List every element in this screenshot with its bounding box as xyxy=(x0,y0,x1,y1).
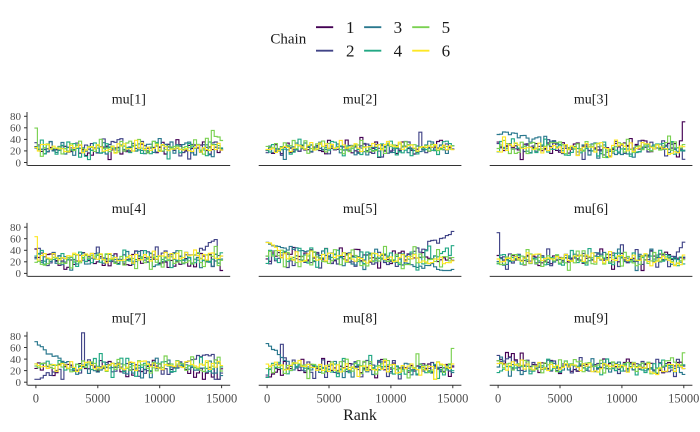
svg-text:60: 60 xyxy=(10,123,22,135)
svg-text:mu[5]: mu[5] xyxy=(343,202,377,217)
svg-text:40: 40 xyxy=(10,134,22,146)
svg-text:2: 2 xyxy=(346,41,355,60)
svg-text:Chain: Chain xyxy=(270,32,306,48)
svg-text:1: 1 xyxy=(346,18,355,37)
svg-text:5000: 5000 xyxy=(317,391,342,405)
svg-text:10000: 10000 xyxy=(606,391,637,405)
svg-text:80: 80 xyxy=(10,111,22,123)
svg-text:20: 20 xyxy=(10,257,22,269)
svg-text:15000: 15000 xyxy=(437,391,468,405)
svg-text:mu[9]: mu[9] xyxy=(574,312,608,327)
svg-text:0: 0 xyxy=(33,391,39,405)
svg-text:0: 0 xyxy=(495,391,501,405)
svg-text:80: 80 xyxy=(10,331,22,343)
svg-text:mu[4]: mu[4] xyxy=(112,202,146,217)
svg-text:3: 3 xyxy=(394,18,403,37)
svg-text:60: 60 xyxy=(10,234,22,246)
svg-text:5000: 5000 xyxy=(548,391,573,405)
svg-text:60: 60 xyxy=(10,342,22,354)
svg-text:0: 0 xyxy=(16,268,22,280)
svg-text:40: 40 xyxy=(10,245,22,257)
svg-text:10000: 10000 xyxy=(144,391,175,405)
svg-text:Rank: Rank xyxy=(343,407,377,424)
svg-text:80: 80 xyxy=(10,222,22,234)
svg-text:mu[3]: mu[3] xyxy=(574,93,608,108)
svg-text:10000: 10000 xyxy=(375,391,406,405)
svg-text:mu[2]: mu[2] xyxy=(343,93,377,108)
svg-text:0: 0 xyxy=(264,391,270,405)
svg-text:mu[6]: mu[6] xyxy=(574,202,608,217)
svg-text:20: 20 xyxy=(10,365,22,377)
svg-text:15000: 15000 xyxy=(668,391,699,405)
svg-text:mu[1]: mu[1] xyxy=(112,93,146,108)
svg-text:6: 6 xyxy=(442,41,451,60)
svg-text:mu[8]: mu[8] xyxy=(343,312,377,327)
svg-text:mu[7]: mu[7] xyxy=(112,312,146,327)
svg-text:4: 4 xyxy=(394,41,403,60)
svg-text:0: 0 xyxy=(16,377,22,389)
svg-text:20: 20 xyxy=(10,146,22,158)
svg-text:5000: 5000 xyxy=(85,391,110,405)
svg-text:15000: 15000 xyxy=(206,391,237,405)
svg-text:0: 0 xyxy=(16,157,22,169)
svg-text:5: 5 xyxy=(442,18,451,37)
svg-text:40: 40 xyxy=(10,354,22,366)
